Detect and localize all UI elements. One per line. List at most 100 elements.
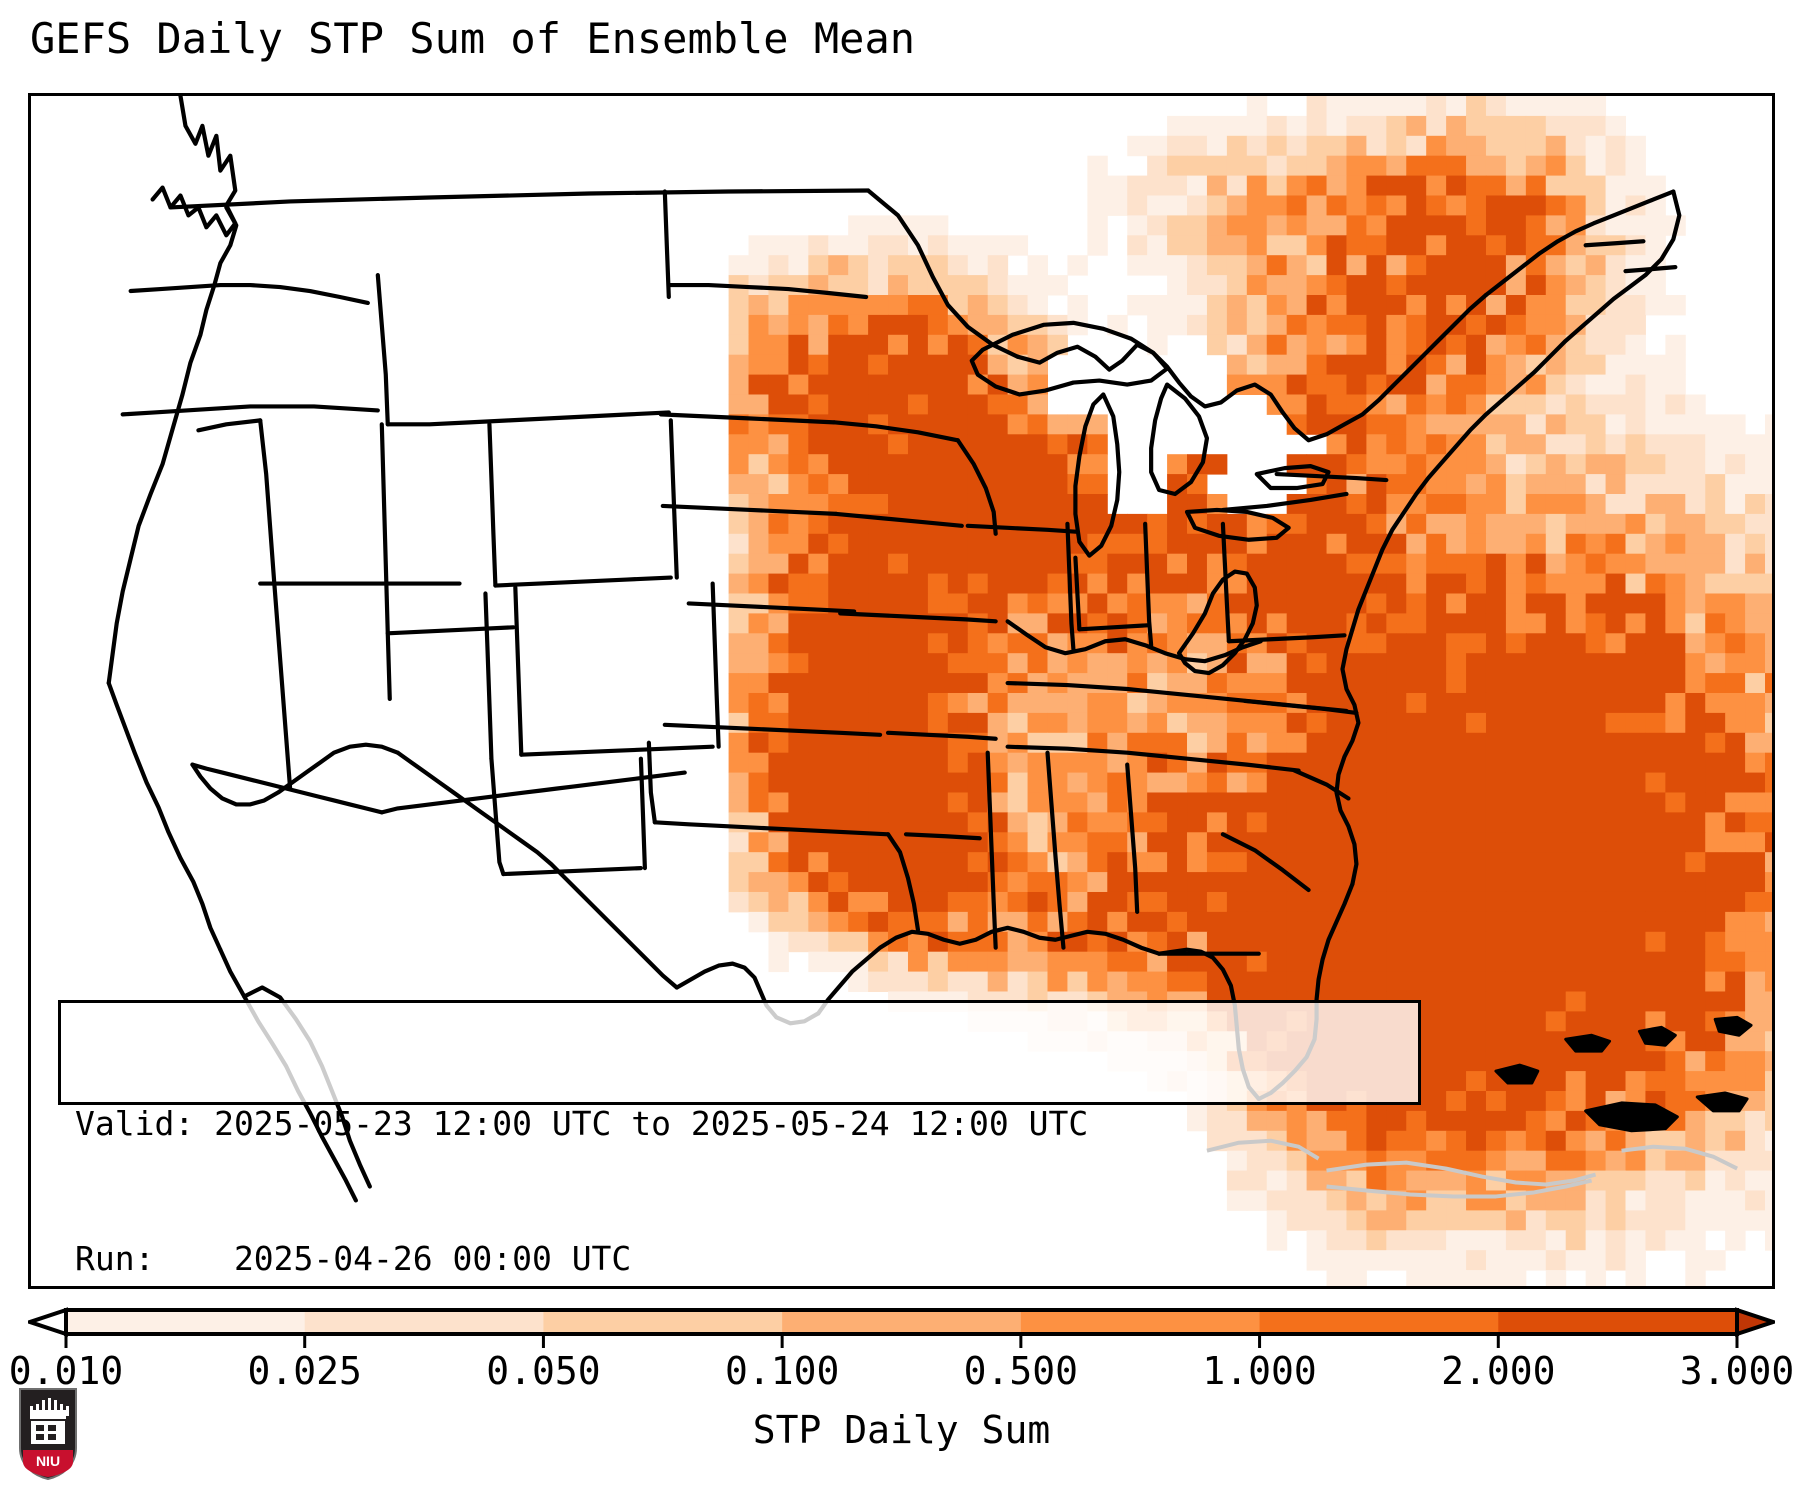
data-cell xyxy=(1466,1011,1487,1032)
data-cell xyxy=(1765,1071,1772,1092)
data-cell xyxy=(1167,255,1188,276)
data-cell xyxy=(1446,593,1467,614)
data-cell xyxy=(1326,215,1347,236)
data-cell xyxy=(987,454,1009,475)
data-cell xyxy=(1286,971,1308,992)
data-cell xyxy=(768,613,789,634)
data-cell xyxy=(748,374,769,395)
data-cell xyxy=(1545,414,1567,435)
data-cell xyxy=(1466,115,1487,137)
data-cell xyxy=(1147,911,1168,933)
data-cell xyxy=(947,235,969,256)
data-cell xyxy=(1505,533,1527,555)
data-cell xyxy=(1127,613,1148,634)
data-cell xyxy=(1446,573,1467,594)
data-cell xyxy=(1665,354,1686,376)
data-cell xyxy=(1206,135,1228,157)
data-cell xyxy=(1545,951,1567,973)
data-cell xyxy=(1306,1210,1328,1231)
data-cell xyxy=(1007,334,1029,356)
data-cell xyxy=(1286,394,1308,415)
geo-outline xyxy=(1334,627,1361,887)
data-cell xyxy=(1505,155,1527,177)
data-cell xyxy=(1286,454,1308,475)
data-cell xyxy=(1565,275,1587,296)
data-cell xyxy=(947,911,969,933)
data-cell xyxy=(1485,1150,1507,1172)
data-cell xyxy=(1286,195,1308,216)
data-cell xyxy=(1685,852,1706,873)
data-cell xyxy=(748,294,769,316)
data-cell xyxy=(1187,275,1208,296)
data-cell xyxy=(1625,1190,1646,1211)
data-cell xyxy=(1266,235,1288,256)
data-cell xyxy=(1426,394,1447,415)
data-cell xyxy=(1485,613,1507,634)
data-cell xyxy=(1685,474,1706,495)
data-cell xyxy=(1565,513,1587,535)
data-cell xyxy=(1545,872,1567,893)
data-cell xyxy=(1107,692,1128,714)
data-cell xyxy=(907,812,929,833)
data-cell xyxy=(967,553,989,575)
data-cell xyxy=(1585,175,1607,196)
data-cell xyxy=(748,692,769,714)
data-cell xyxy=(1406,434,1427,455)
data-cell xyxy=(1665,772,1686,793)
data-cell xyxy=(1087,414,1108,435)
data-cell xyxy=(1087,812,1108,833)
data-cell xyxy=(1685,891,1706,913)
data-cell xyxy=(1226,911,1248,933)
geo-outline xyxy=(1045,750,1066,950)
data-cell xyxy=(1525,852,1547,873)
data-cell xyxy=(1625,235,1646,256)
data-cell xyxy=(1386,493,1407,515)
data-cell xyxy=(1645,1170,1666,1191)
data-cell xyxy=(1725,752,1746,774)
data-cell xyxy=(1645,553,1666,575)
data-cell xyxy=(1187,314,1208,336)
data-cell xyxy=(1605,633,1627,654)
data-cell xyxy=(728,852,750,873)
data-cell xyxy=(1067,971,1088,992)
data-cell xyxy=(1645,872,1666,893)
data-cell xyxy=(987,673,1009,694)
data-cell xyxy=(1246,175,1268,196)
data-cell xyxy=(1625,354,1646,376)
data-cell xyxy=(987,931,1009,953)
data-cell xyxy=(1007,852,1029,873)
data-cell xyxy=(1446,493,1467,515)
data-cell xyxy=(1565,872,1587,893)
data-cell xyxy=(1585,872,1607,893)
data-cell xyxy=(1505,891,1527,913)
data-cell xyxy=(1585,732,1607,754)
data-cell xyxy=(1485,772,1507,793)
data-cell xyxy=(907,374,929,395)
data-cell xyxy=(788,772,809,793)
data-cell xyxy=(927,911,949,933)
data-cell xyxy=(987,951,1009,973)
data-cell xyxy=(1167,115,1188,137)
data-cell xyxy=(1187,633,1208,654)
data-cell xyxy=(1665,1051,1686,1072)
data-cell xyxy=(1605,215,1627,236)
data-cell xyxy=(1446,135,1467,157)
geo-outline xyxy=(710,581,721,749)
data-cell xyxy=(1705,613,1726,634)
data-cell xyxy=(1107,832,1128,853)
data-cell xyxy=(1665,1090,1686,1112)
data-cell xyxy=(768,852,789,873)
data-cell xyxy=(907,712,929,734)
data-cell xyxy=(1147,653,1168,674)
data-cell xyxy=(1127,752,1148,774)
data-cell xyxy=(1705,414,1726,435)
data-cell xyxy=(1366,235,1387,256)
data-cell xyxy=(1167,155,1188,177)
data-cell xyxy=(1525,673,1547,694)
data-cell xyxy=(1167,215,1188,236)
data-cell xyxy=(1765,673,1772,694)
data-cell xyxy=(1087,792,1108,813)
data-cell xyxy=(1665,732,1686,754)
data-cell xyxy=(1665,434,1686,455)
data-cell xyxy=(788,314,809,336)
